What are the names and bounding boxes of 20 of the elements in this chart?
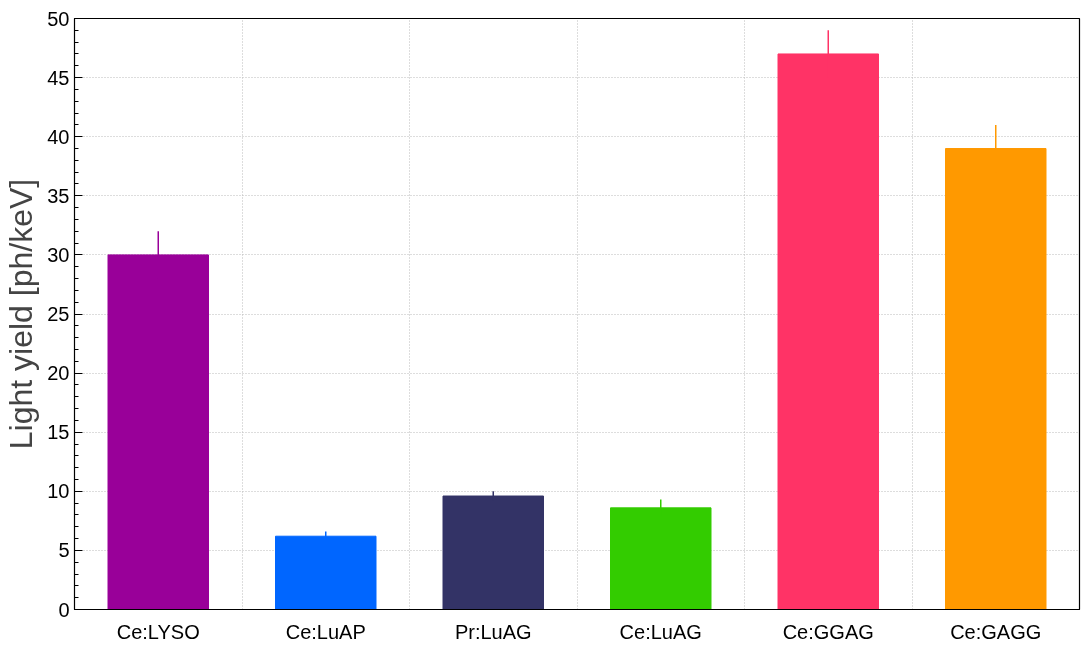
y-tick-label: 0 [58,598,70,621]
x-tick-label: Ce:GAGG [950,620,1042,643]
y-axis-title: Light yield [ph/keV] [3,178,40,450]
x-tick-label: Ce:LuAG [619,620,702,643]
y-tick-label: 45 [47,66,70,89]
y-tick-label: 30 [47,243,70,266]
x-tick-label: Pr:LuAG [454,620,532,643]
y-tick-label: 20 [47,362,70,385]
y-tick-label: 40 [47,125,70,148]
y-tick-label: 5 [58,539,70,562]
y-tick-label: 35 [47,184,70,207]
bar [275,535,377,610]
x-tick-label: Ce:LYSO [116,620,200,643]
x-tick-label: Ce:LuAP [285,620,366,643]
y-tick-label: 15 [47,421,70,444]
y-tick-label: 10 [47,480,70,503]
bar [442,495,544,610]
y-tick-label: 25 [47,303,70,325]
y-tick-label: 50 [47,7,70,30]
x-tick-label: Ce:GGAG [782,620,874,643]
